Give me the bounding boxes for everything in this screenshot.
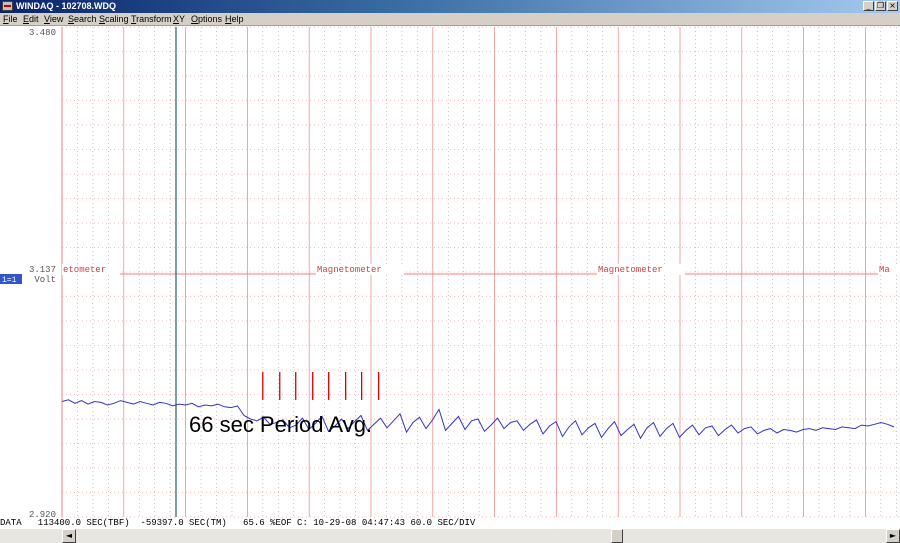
menu-bar: File Edit View Search Scaling Transform … xyxy=(0,13,900,26)
chart-grid xyxy=(61,26,900,518)
menu-xy[interactable]: XY xyxy=(173,14,186,24)
scroll-right-arrow-icon[interactable]: ► xyxy=(886,529,900,543)
menu-options[interactable]: Options xyxy=(191,14,223,24)
scroll-thumb[interactable] xyxy=(611,529,623,543)
y-axis-top-label: 3.480 xyxy=(29,28,56,38)
channel-annotation: Ma xyxy=(879,265,890,275)
menu-file[interactable]: File xyxy=(3,14,18,24)
signal-trace xyxy=(61,399,895,440)
scroll-left-arrow-icon[interactable]: ◄ xyxy=(62,529,76,543)
menu-search[interactable]: Search xyxy=(68,14,97,24)
waveform-display[interactable]: 3.480 3.137 2.920 1=1 Volt etometer Magn… xyxy=(0,26,900,520)
menu-edit[interactable]: Edit xyxy=(23,14,39,24)
title-bar: WINDAQ - 102708.WDQ _ ❐ × xyxy=(0,0,900,13)
menu-view[interactable]: View xyxy=(44,14,64,24)
menu-help[interactable]: Help xyxy=(225,14,244,24)
menu-transform[interactable]: Transform xyxy=(131,14,172,24)
y-axis-bottom-label: 2.920 xyxy=(29,510,56,518)
restore-button[interactable]: ❐ xyxy=(875,1,886,11)
channel-annotation: Magnetometer xyxy=(598,265,663,275)
window-title: WINDAQ - 102708.WDQ xyxy=(16,1,117,11)
menu-scaling[interactable]: Scaling xyxy=(99,14,129,24)
channel-badge-label: 1=1 xyxy=(2,276,17,285)
channel-annotation: Magnetometer xyxy=(317,265,382,275)
windaq-app-icon[interactable] xyxy=(2,1,13,11)
minimize-button[interactable]: _ xyxy=(863,1,874,11)
status-bar: DATA 113400.0 SEC(TBF) -59397.0 SEC(TM) … xyxy=(0,518,900,529)
close-button[interactable]: × xyxy=(887,1,898,11)
channel-annotation: etometer xyxy=(63,265,106,275)
y-axis-mid-label: 3.137 xyxy=(29,265,56,275)
annotation-caption: 66 sec Period Avg. xyxy=(189,412,372,437)
period-markers xyxy=(262,372,380,400)
channel-badge[interactable] xyxy=(0,274,22,284)
unit-label: Volt xyxy=(34,275,56,285)
horizontal-scrollbar[interactable]: ◄ ► xyxy=(0,529,900,543)
